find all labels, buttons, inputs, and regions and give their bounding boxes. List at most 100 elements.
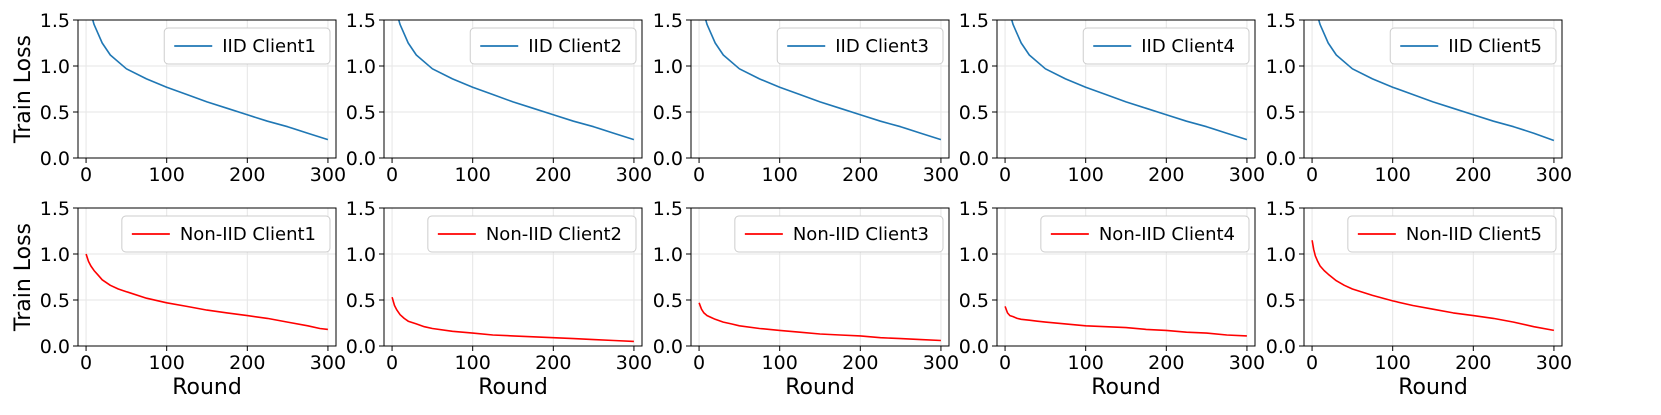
y-tick-label: 1.0 bbox=[40, 244, 70, 266]
x-tick-label: 300 bbox=[1536, 164, 1572, 186]
axes-frame bbox=[1303, 207, 1563, 347]
y-tick-label: 0.0 bbox=[346, 336, 376, 358]
x-axis-label: Round bbox=[1091, 375, 1161, 400]
legend-box bbox=[163, 27, 331, 65]
x-axis-label: Round bbox=[478, 375, 548, 400]
x-tick-label: 200 bbox=[535, 352, 571, 374]
x-tick-label: 300 bbox=[1229, 352, 1265, 374]
x-tick-label: 0 bbox=[386, 164, 398, 186]
y-tick-label: 1.5 bbox=[653, 10, 683, 32]
subplot-3: 0 100 200 300 0.0 0.5 1.0 1.5 IID Client3 bbox=[653, 10, 959, 186]
series-line bbox=[704, 20, 942, 141]
x-tick-label: 0 bbox=[80, 164, 92, 186]
y-tick-label: 0.5 bbox=[40, 290, 70, 312]
legend-label: Non-IID Client1 bbox=[180, 224, 316, 245]
x-tick-label: 0 bbox=[1306, 164, 1318, 186]
axes-frame bbox=[383, 19, 643, 159]
legend-label: Non-IID Client5 bbox=[1406, 224, 1542, 245]
x-tick-label: 200 bbox=[842, 352, 878, 374]
y-tick-label: 0.5 bbox=[653, 290, 683, 312]
series-line bbox=[1004, 306, 1247, 337]
legend-label: Non-IID Client3 bbox=[793, 224, 929, 245]
subplot-8: 0 100 200 300 0.0 0.5 1.0 1.5 Round Non-IID Clien… bbox=[653, 198, 959, 400]
legend-box bbox=[734, 215, 944, 253]
x-tick-label: 100 bbox=[762, 352, 798, 374]
y-tick-label: 0.5 bbox=[1266, 290, 1296, 312]
x-tick-label: 200 bbox=[1455, 352, 1491, 374]
y-tick-label: 0.5 bbox=[1266, 102, 1296, 124]
legend-label: Non-IID Client2 bbox=[486, 224, 622, 245]
x-tick-label: 0 bbox=[999, 352, 1011, 374]
legend-label: IID Client4 bbox=[1141, 36, 1235, 57]
y-tick-label: 0.0 bbox=[346, 148, 376, 170]
x-tick-label: 100 bbox=[149, 164, 185, 186]
y-tick-label: 0.0 bbox=[1266, 336, 1296, 358]
subplot-2: 0 100 200 300 0.0 0.5 1.0 1.5 IID Client2 bbox=[346, 10, 652, 186]
legend: IID Client2 bbox=[469, 27, 637, 65]
axes-frame bbox=[77, 19, 337, 159]
x-tick-label: 300 bbox=[923, 164, 959, 186]
x-tick-label: 0 bbox=[1306, 352, 1318, 374]
x-axis-label: Round bbox=[1398, 375, 1468, 400]
y-axis-label: Train Loss bbox=[11, 223, 36, 332]
series-line bbox=[91, 20, 329, 141]
x-tick-label: 0 bbox=[999, 164, 1011, 186]
x-tick-label: 200 bbox=[229, 164, 265, 186]
subplot-10: 0 100 200 300 0.0 0.5 1.0 1.5 Round Non-IID Clien… bbox=[1266, 198, 1572, 400]
legend-box bbox=[1347, 215, 1557, 253]
y-tick-label: 0.5 bbox=[959, 102, 989, 124]
axes-frame bbox=[383, 207, 643, 347]
x-tick-label: 300 bbox=[923, 352, 959, 374]
x-tick-label: 300 bbox=[310, 352, 346, 374]
series-line bbox=[1311, 240, 1555, 332]
axes-frame bbox=[1303, 19, 1563, 159]
legend-box bbox=[1082, 27, 1250, 65]
axes-frame bbox=[996, 19, 1256, 159]
x-tick-label: 100 bbox=[455, 352, 491, 374]
y-tick-label: 1.5 bbox=[1266, 10, 1296, 32]
subplot-5: 0 100 200 300 0.0 0.5 1.0 1.5 IID Client5 bbox=[1266, 10, 1572, 186]
legend-box bbox=[121, 215, 331, 253]
series-line bbox=[397, 20, 635, 141]
legend: Non-IID Client2 bbox=[427, 215, 637, 253]
y-tick-label: 1.0 bbox=[653, 56, 683, 78]
x-tick-label: 0 bbox=[693, 164, 705, 186]
y-axis-label: Train Loss bbox=[11, 35, 36, 144]
series-line bbox=[391, 296, 634, 343]
y-tick-label: 1.0 bbox=[959, 56, 989, 78]
subplot-7: 0 100 200 300 0.0 0.5 1.0 1.5 Round Non-IID Clien… bbox=[346, 198, 652, 400]
legend-label: IID Client5 bbox=[1448, 36, 1542, 57]
x-tick-label: 200 bbox=[1148, 352, 1184, 374]
x-tick-label: 300 bbox=[310, 164, 346, 186]
y-tick-label: 1.5 bbox=[346, 198, 376, 220]
legend-box bbox=[776, 27, 944, 65]
x-tick-label: 200 bbox=[535, 164, 571, 186]
x-tick-label: 300 bbox=[616, 164, 652, 186]
y-tick-label: 1.5 bbox=[653, 198, 683, 220]
legend-box bbox=[427, 215, 637, 253]
y-tick-label: 1.5 bbox=[40, 198, 70, 220]
x-tick-label: 200 bbox=[1455, 164, 1491, 186]
subplot-4: 0 100 200 300 0.0 0.5 1.0 1.5 IID Client4 bbox=[959, 10, 1265, 186]
series-line bbox=[698, 302, 941, 342]
axes-frame bbox=[690, 19, 950, 159]
y-tick-label: 1.0 bbox=[346, 244, 376, 266]
x-tick-label: 0 bbox=[80, 352, 92, 374]
y-tick-label: 0.5 bbox=[653, 102, 683, 124]
legend: Non-IID Client1 bbox=[121, 215, 331, 253]
y-tick-label: 0.0 bbox=[40, 148, 70, 170]
y-tick-label: 0.5 bbox=[346, 102, 376, 124]
x-tick-label: 100 bbox=[1375, 352, 1411, 374]
y-tick-label: 1.0 bbox=[653, 244, 683, 266]
legend: IID Client5 bbox=[1389, 27, 1557, 65]
y-tick-label: 0.0 bbox=[1266, 148, 1296, 170]
legend-label: IID Client2 bbox=[528, 36, 622, 57]
x-axis-label: Round bbox=[785, 375, 855, 400]
axes-frame bbox=[690, 207, 950, 347]
y-tick-label: 1.5 bbox=[959, 198, 989, 220]
legend-box bbox=[1040, 215, 1250, 253]
legend: Non-IID Client3 bbox=[734, 215, 944, 253]
